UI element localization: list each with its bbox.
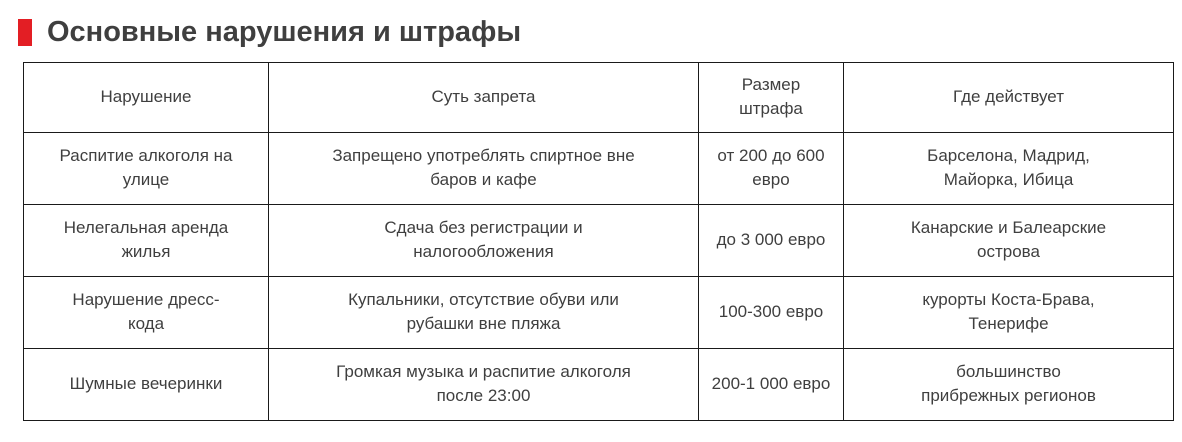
table-row: Шумные вечеринки Громкая музыка и распит… [23,347,1174,421]
cell-region: курорты Коста-Брава, Тенерифе [843,275,1174,349]
page-title: Основные нарушения и штрафы [47,16,522,48]
table-row: Нелегальная аренда жилья Сдача без регис… [23,203,1174,277]
cell-region: Барселона, Мадрид, Майорка, Ибица [843,131,1174,205]
column-header-essence: Суть запрета [268,61,699,133]
cell-fine-size: от 200 до 600 евро [698,131,844,205]
table-body: Распитие алкоголя на улице Запрещено упо… [23,131,1174,421]
cell-region: большинство прибрежных регионов [843,347,1174,421]
title-row: Основные нарушения и штрафы [0,0,1182,62]
table-row: Распитие алкоголя на улице Запрещено упо… [23,131,1174,205]
column-header-region: Где действует [843,61,1174,133]
fines-table: Нарушение Суть запрета Размер штрафа Где… [23,61,1174,421]
header-row: Нарушение Суть запрета Размер штрафа Где… [23,61,1174,133]
cell-region: Канарские и Балеарские острова [843,203,1174,277]
table-row: Нарушение дресс-кода Купальники, отсутст… [23,275,1174,349]
cell-violation: Нелегальная аренда жилья [23,203,269,277]
cell-essence: Запрещено употреблять спиртное вне баров… [268,131,699,205]
cell-fine-size: 100-300 евро [698,275,844,349]
cell-violation: Шумные вечеринки [23,347,269,421]
cell-fine-size: до 3 000 евро [698,203,844,277]
title-bullet-marker [18,19,32,47]
cell-violation: Нарушение дресс-кода [23,275,269,349]
column-header-fine-size: Размер штрафа [698,61,844,133]
table-header: Нарушение Суть запрета Размер штрафа Где… [23,61,1174,133]
cell-essence: Сдача без регистрации и налогообложения [268,203,699,277]
column-header-violation: Нарушение [23,61,269,133]
cell-violation: Распитие алкоголя на улице [23,131,269,205]
cell-fine-size: 200-1 000 евро [698,347,844,421]
cell-essence: Громкая музыка и распитие алкоголя после… [268,347,699,421]
cell-essence: Купальники, отсутствие обуви или рубашки… [268,275,699,349]
